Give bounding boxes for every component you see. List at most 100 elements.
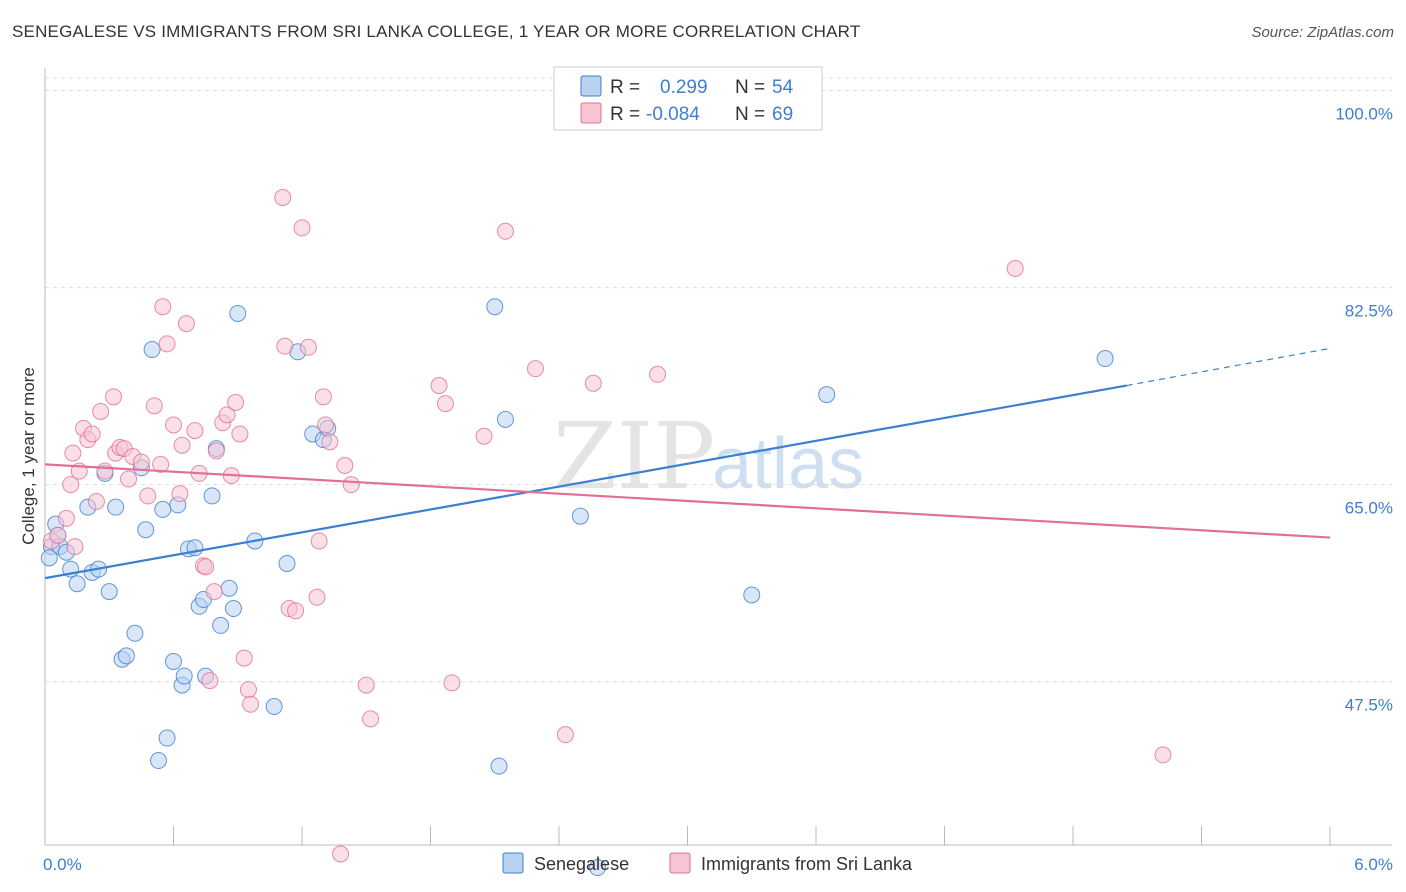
data-point-pink bbox=[310, 532, 328, 550]
data-point-blue bbox=[490, 757, 508, 775]
data-point-pink bbox=[299, 338, 317, 356]
data-point-pink bbox=[145, 397, 163, 415]
data-point-pink bbox=[308, 588, 326, 606]
bottom-legend-senegalese: Senegalese bbox=[534, 854, 629, 874]
data-point-pink bbox=[165, 416, 182, 434]
data-point-pink bbox=[336, 457, 354, 475]
x-tick-label-max: 6.0% bbox=[1354, 855, 1393, 874]
data-point-pink bbox=[649, 365, 667, 383]
data-point-blue bbox=[143, 341, 161, 359]
data-point-blue bbox=[107, 498, 125, 516]
data-point-blue bbox=[496, 410, 514, 428]
legend-n-value-pink: 69 bbox=[772, 104, 793, 125]
data-point-pink bbox=[66, 538, 84, 556]
data-point-pink bbox=[430, 377, 448, 395]
data-point-pink bbox=[205, 583, 223, 601]
data-point-blue bbox=[175, 667, 193, 685]
points-layer bbox=[40, 70, 1172, 877]
data-point-pink bbox=[152, 455, 170, 473]
data-point-pink bbox=[235, 649, 253, 667]
data-point-pink bbox=[362, 710, 380, 728]
data-point-pink bbox=[443, 674, 461, 692]
watermark-zip: ZIP bbox=[553, 403, 715, 510]
data-point-pink bbox=[173, 436, 191, 454]
data-point-blue bbox=[589, 859, 607, 877]
data-point-pink bbox=[1006, 259, 1024, 277]
x-tick-label-min: 0.0% bbox=[43, 855, 82, 874]
data-point-pink bbox=[218, 406, 236, 424]
trend-line-blue bbox=[44, 384, 1127, 580]
data-point-blue bbox=[158, 729, 176, 747]
data-point-pink bbox=[57, 509, 75, 527]
data-point-blue bbox=[212, 616, 230, 634]
y-tick-label: 47.5% bbox=[1345, 696, 1393, 715]
data-point-pink bbox=[62, 476, 80, 494]
data-point-pink bbox=[475, 427, 493, 445]
data-point-blue bbox=[68, 575, 86, 593]
data-point-pink bbox=[287, 602, 305, 620]
data-point-pink bbox=[332, 845, 350, 863]
data-point-pink bbox=[231, 425, 249, 443]
data-point-pink bbox=[132, 453, 150, 471]
data-point-pink bbox=[96, 462, 114, 480]
data-point-pink bbox=[64, 444, 82, 462]
legend-r-label-blue: R = bbox=[610, 77, 640, 98]
y-tick-label: 100.0% bbox=[1335, 105, 1393, 124]
legend-n-label-blue: N = bbox=[735, 77, 765, 98]
trend-line-pink bbox=[44, 463, 1331, 539]
data-point-blue bbox=[743, 586, 761, 604]
data-point-pink bbox=[274, 189, 292, 206]
data-point-pink bbox=[171, 485, 189, 503]
data-point-blue bbox=[165, 652, 182, 670]
data-point-pink bbox=[496, 222, 514, 240]
legend-r-value-pink: -0.084 bbox=[646, 104, 700, 125]
data-point-pink bbox=[201, 672, 219, 690]
legend-r-label-pink: R = bbox=[610, 104, 640, 125]
data-point-pink bbox=[317, 416, 335, 434]
data-point-blue bbox=[154, 500, 172, 518]
chart-title: SENEGALESE VS IMMIGRANTS FROM SRI LANKA … bbox=[12, 22, 861, 41]
data-point-blue bbox=[117, 647, 135, 665]
data-point-blue bbox=[818, 386, 836, 404]
legend-swatch-pink bbox=[580, 102, 602, 124]
data-point-pink bbox=[584, 374, 602, 392]
y-tick-label: 82.5% bbox=[1345, 302, 1393, 321]
data-point-pink bbox=[556, 726, 574, 744]
data-point-pink bbox=[197, 558, 215, 576]
y-tick-label: 65.0% bbox=[1345, 499, 1393, 518]
bottom-legend-swatch-senegalese bbox=[502, 852, 524, 874]
data-point-pink bbox=[436, 395, 454, 413]
data-point-pink bbox=[342, 476, 360, 494]
data-point-pink bbox=[276, 337, 294, 355]
data-point-blue bbox=[40, 549, 58, 567]
data-point-pink bbox=[207, 442, 225, 460]
axis-layer bbox=[44, 68, 1392, 846]
data-point-blue bbox=[1096, 350, 1114, 368]
data-point-blue bbox=[220, 579, 238, 597]
data-point-blue bbox=[265, 697, 283, 715]
data-point-blue bbox=[137, 521, 155, 539]
legend-n-value-blue: 54 bbox=[772, 77, 794, 98]
data-point-pink bbox=[357, 676, 375, 694]
source-label: Source: ZipAtlas.com bbox=[1251, 24, 1394, 41]
data-point-pink bbox=[120, 470, 138, 488]
data-point-pink bbox=[526, 360, 544, 378]
data-point-pink bbox=[105, 388, 123, 406]
data-point-pink bbox=[186, 422, 204, 440]
bottom-legend: Senegalese Immigrants from Sri Lanka bbox=[502, 852, 913, 874]
data-point-pink bbox=[293, 219, 311, 237]
legend-r-value-blue: 0.299 bbox=[660, 77, 708, 98]
data-point-blue bbox=[203, 487, 221, 505]
data-point-blue bbox=[278, 554, 296, 572]
data-point-blue bbox=[229, 304, 247, 322]
data-point-pink bbox=[239, 681, 257, 699]
data-point-pink bbox=[177, 315, 195, 333]
data-point-blue bbox=[224, 600, 242, 618]
bottom-legend-swatch-sri-lanka bbox=[669, 852, 691, 874]
data-point-blue bbox=[100, 583, 118, 601]
data-point-pink bbox=[321, 433, 339, 451]
data-point-pink bbox=[227, 393, 245, 411]
trend-extension-blue bbox=[1126, 347, 1331, 387]
data-point-blue bbox=[126, 624, 144, 642]
